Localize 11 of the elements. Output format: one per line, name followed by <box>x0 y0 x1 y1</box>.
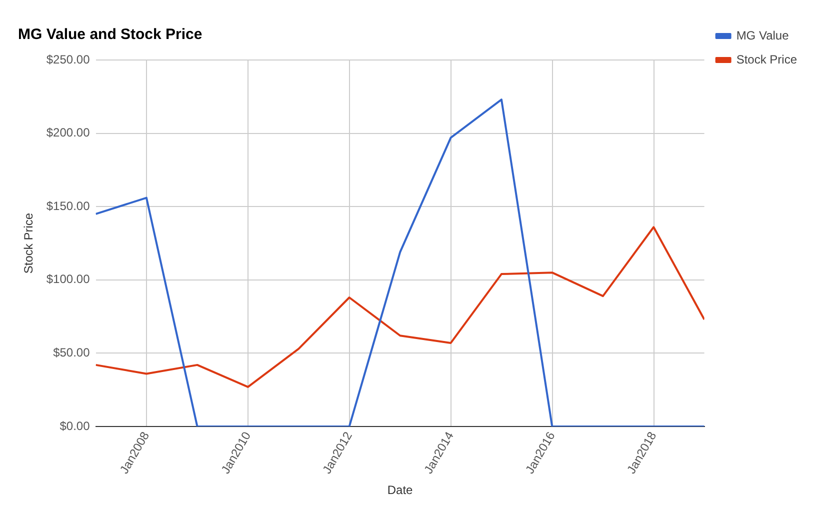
y-tick-label: $150.00 <box>46 198 90 213</box>
y-tick-label: $0.00 <box>60 418 90 433</box>
chart-title: MG Value and Stock Price <box>18 26 202 44</box>
legend-label: MG Value <box>736 28 790 42</box>
y-tick-label: $100.00 <box>46 272 90 286</box>
y-tick-label: $50.00 <box>53 346 90 360</box>
y-axis-title: Stock Price <box>22 212 36 274</box>
y-tick-label: $250.00 <box>46 52 90 66</box>
y-tick-label: $200.00 <box>46 126 90 140</box>
legend-label: Stock Price <box>736 52 798 66</box>
x-axis-title: Date <box>387 483 414 498</box>
